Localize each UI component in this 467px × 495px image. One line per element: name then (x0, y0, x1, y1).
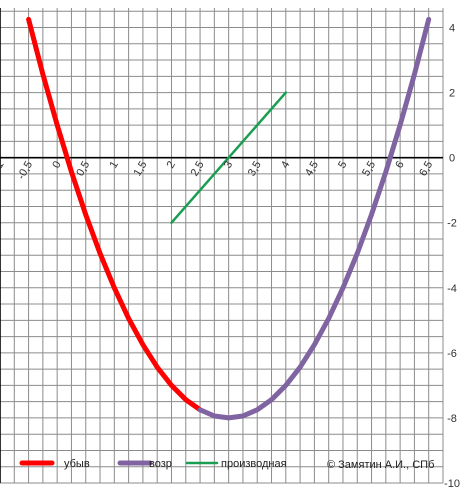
x-tick-label: -0,5 (15, 159, 35, 181)
chart-series (26, 16, 432, 421)
legend-label-2: производная (221, 458, 287, 470)
x-tick-label: 1 (107, 159, 120, 170)
y-tick-label: -2 (447, 218, 457, 230)
chart-grid (0, 8, 444, 484)
x-tick-label: 1,5 (131, 159, 149, 178)
x-tick-label: 6 (393, 159, 406, 170)
y-tick-label: 4 (449, 23, 455, 35)
x-tick-label: 5,5 (360, 159, 378, 178)
copyright-text: © Замятин А.И., СПб (327, 459, 434, 471)
x-tick-label: 3 (222, 159, 235, 170)
x-tick-label: 5 (336, 159, 349, 170)
y-tick-label: 2 (449, 88, 455, 100)
series-line-0 (26, 16, 203, 413)
y-tick-label: -10 (444, 478, 460, 490)
y-tick-label: -4 (447, 283, 457, 295)
x-tick-label: -1 (0, 159, 7, 173)
x-tick-label: 4,5 (303, 159, 321, 178)
x-tick-label: 3,5 (246, 159, 264, 178)
y-tick-label: 0 (449, 153, 455, 165)
y-tick-label: -8 (447, 413, 457, 425)
legend-label-1: возр (149, 458, 172, 470)
x-tick-label: 0 (50, 159, 63, 170)
y-tick-label: -6 (447, 348, 457, 360)
x-tick-label: 0,5 (74, 159, 92, 178)
x-tick-label: 4 (279, 159, 292, 170)
x-tick-label: 2 (165, 159, 178, 170)
series-line-2 (170, 91, 288, 224)
legend-label-0: убыв (64, 458, 90, 470)
series-line-1 (197, 16, 432, 421)
chart-legend: убыв возр производная (19, 458, 287, 470)
chart-axes (0, 8, 443, 483)
x-tick-label: 2,5 (189, 159, 207, 178)
x-tick-label: 6,5 (417, 159, 435, 178)
